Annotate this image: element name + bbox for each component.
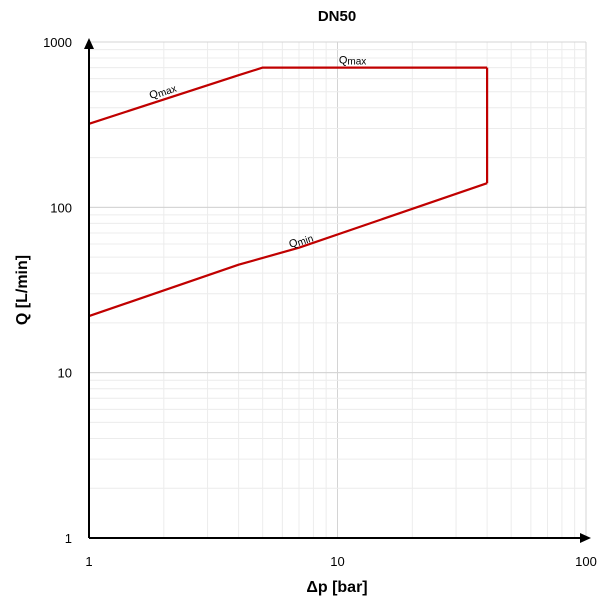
chart-title: DN50 <box>318 8 356 25</box>
y-tick-label: 1000 <box>43 35 72 50</box>
tick-labels: 1 10 100 1 10 100 1000 <box>43 35 597 569</box>
y-tick-label: 10 <box>58 366 72 381</box>
x-axis-title: Δp [bar] <box>306 579 367 596</box>
x-tick-label: 1 <box>85 554 92 569</box>
y-tick-label: 100 <box>50 200 72 215</box>
x-axis-arrow <box>580 533 591 543</box>
curve-qmin <box>88 182 488 318</box>
axes <box>84 38 591 543</box>
curve-label-qmin: Qmin <box>287 231 315 251</box>
plot-area <box>88 66 489 318</box>
y-axis-arrow <box>84 38 94 49</box>
x-tick-label: 10 <box>330 554 344 569</box>
curve-qmax <box>88 66 488 125</box>
grid <box>88 41 587 539</box>
y-axis-title: Q [L/min] <box>14 255 31 325</box>
y-tick-label: 1 <box>65 531 72 546</box>
curve-label-qmax: Qmax <box>339 55 366 68</box>
x-tick-label: 100 <box>575 554 597 569</box>
